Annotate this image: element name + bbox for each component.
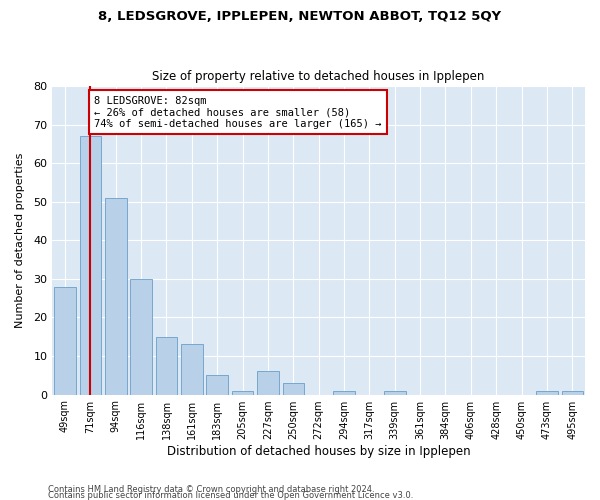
Bar: [257, 372, 279, 394]
Bar: [80, 136, 101, 394]
Text: 8, LEDSGROVE, IPPLEPEN, NEWTON ABBOT, TQ12 5QY: 8, LEDSGROVE, IPPLEPEN, NEWTON ABBOT, TQ…: [98, 10, 502, 23]
Y-axis label: Number of detached properties: Number of detached properties: [15, 152, 25, 328]
X-axis label: Distribution of detached houses by size in Ipplepen: Distribution of detached houses by size …: [167, 444, 470, 458]
Bar: [155, 336, 177, 394]
Bar: [206, 376, 228, 394]
Bar: [232, 390, 253, 394]
Bar: [562, 390, 583, 394]
Bar: [536, 390, 558, 394]
Text: Contains public sector information licensed under the Open Government Licence v3: Contains public sector information licen…: [48, 490, 413, 500]
Text: 8 LEDSGROVE: 82sqm
← 26% of detached houses are smaller (58)
74% of semi-detache: 8 LEDSGROVE: 82sqm ← 26% of detached hou…: [94, 96, 382, 129]
Bar: [333, 390, 355, 394]
Bar: [384, 390, 406, 394]
Bar: [283, 383, 304, 394]
Bar: [105, 198, 127, 394]
Bar: [130, 279, 152, 394]
Bar: [54, 286, 76, 395]
Bar: [181, 344, 203, 395]
Title: Size of property relative to detached houses in Ipplepen: Size of property relative to detached ho…: [152, 70, 485, 84]
Text: Contains HM Land Registry data © Crown copyright and database right 2024.: Contains HM Land Registry data © Crown c…: [48, 484, 374, 494]
